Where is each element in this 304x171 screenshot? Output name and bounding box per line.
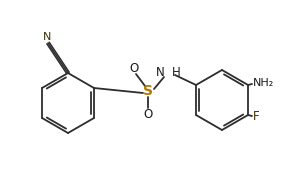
Text: F: F	[253, 110, 260, 123]
Text: N: N	[43, 32, 51, 42]
Text: S: S	[143, 84, 153, 98]
Text: N: N	[156, 67, 165, 80]
Text: H: H	[172, 67, 181, 80]
Text: O: O	[143, 108, 153, 121]
Text: NH₂: NH₂	[253, 78, 274, 88]
Text: O: O	[130, 62, 139, 75]
